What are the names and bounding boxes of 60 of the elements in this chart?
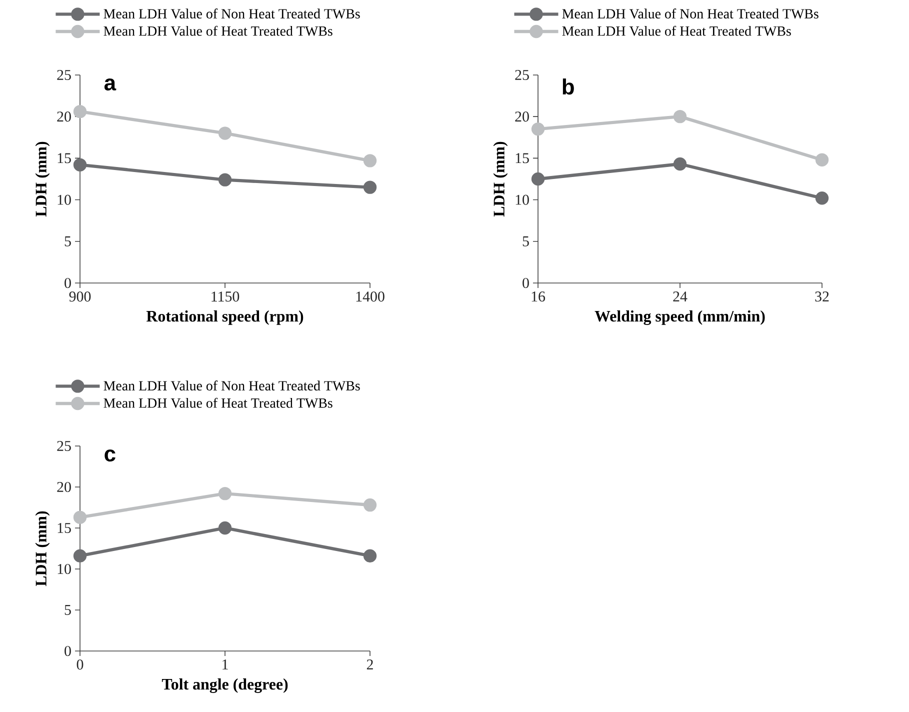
y-tick-label: 0 — [522, 278, 529, 288]
point — [218, 126, 232, 140]
y-tick-label: 20 — [515, 112, 529, 122]
point — [815, 192, 829, 205]
y-tick-label: 5 — [64, 605, 71, 615]
legend-label: Mean LDH Value of Non Heat Treated TWBs — [104, 8, 360, 19]
point — [73, 158, 87, 172]
point — [673, 110, 687, 124]
point — [73, 104, 87, 118]
y-tick-label: 15 — [58, 153, 71, 164]
y-tick-label: 15 — [58, 522, 71, 533]
x-tick-label: 1400 — [356, 292, 384, 302]
chart-title: b — [562, 78, 574, 95]
y-tick-label: 20 — [57, 482, 71, 492]
y-tick-label: 5 — [64, 236, 71, 246]
point — [531, 122, 545, 136]
x-tick-label: 24 — [673, 292, 688, 302]
y-tick-label: 25 — [57, 70, 71, 80]
y-tick-label: 0 — [64, 278, 71, 288]
x-tick-label: 2 — [366, 660, 373, 670]
x-axis-title: Tolt angle (degree) — [162, 678, 288, 694]
x-tick-label: 16 — [532, 292, 546, 302]
x-axis-title: Welding speed (mm/min) — [594, 310, 765, 325]
x-tick-label: 900 — [69, 292, 91, 302]
y-axis-title: LDH (mm) — [35, 142, 50, 217]
chart-title: a — [104, 78, 116, 91]
point — [218, 521, 232, 535]
x-axis-title: Rotational speed (rpm) — [146, 310, 304, 325]
point — [673, 157, 687, 171]
point — [363, 498, 377, 512]
point — [218, 486, 232, 500]
legend-label: Mean LDH Value of Non Heat Treated TWBs — [104, 380, 360, 391]
point — [73, 549, 87, 562]
x-tick-label: 1150 — [212, 292, 240, 302]
y-tick-label: 5 — [522, 236, 529, 246]
chart-title: c — [104, 450, 116, 462]
y-tick-label: 10 — [516, 194, 529, 205]
y-tick-label: 25 — [515, 70, 529, 80]
y-axis-title: LDH (mm) — [35, 511, 50, 586]
point — [363, 180, 377, 194]
legend-label: Mean LDH Value of Non Heat Treated TWBs — [562, 8, 818, 19]
x-tick-label: 1 — [222, 660, 228, 670]
y-tick-label: 10 — [58, 564, 71, 574]
x-tick-label: 32 — [815, 292, 829, 302]
legend-label: Mean LDH Value of Heat Treated TWBs — [104, 26, 332, 36]
point — [218, 173, 232, 186]
y-axis-title: LDH (mm) — [493, 142, 508, 217]
point — [815, 153, 829, 166]
y-tick-label: 0 — [64, 646, 71, 656]
x-tick-label: 0 — [76, 660, 84, 670]
point — [531, 172, 545, 186]
point — [73, 510, 87, 524]
legend-label: Mean LDH Value of Heat Treated TWBs — [104, 398, 332, 408]
point — [363, 154, 377, 168]
y-tick-label: 25 — [57, 440, 71, 451]
point — [363, 549, 377, 562]
y-tick-label: 10 — [58, 194, 71, 205]
legend-label: Mean LDH Value of Heat Treated TWBs — [562, 26, 791, 36]
y-tick-label: 15 — [516, 153, 529, 164]
y-tick-label: 20 — [57, 112, 71, 122]
